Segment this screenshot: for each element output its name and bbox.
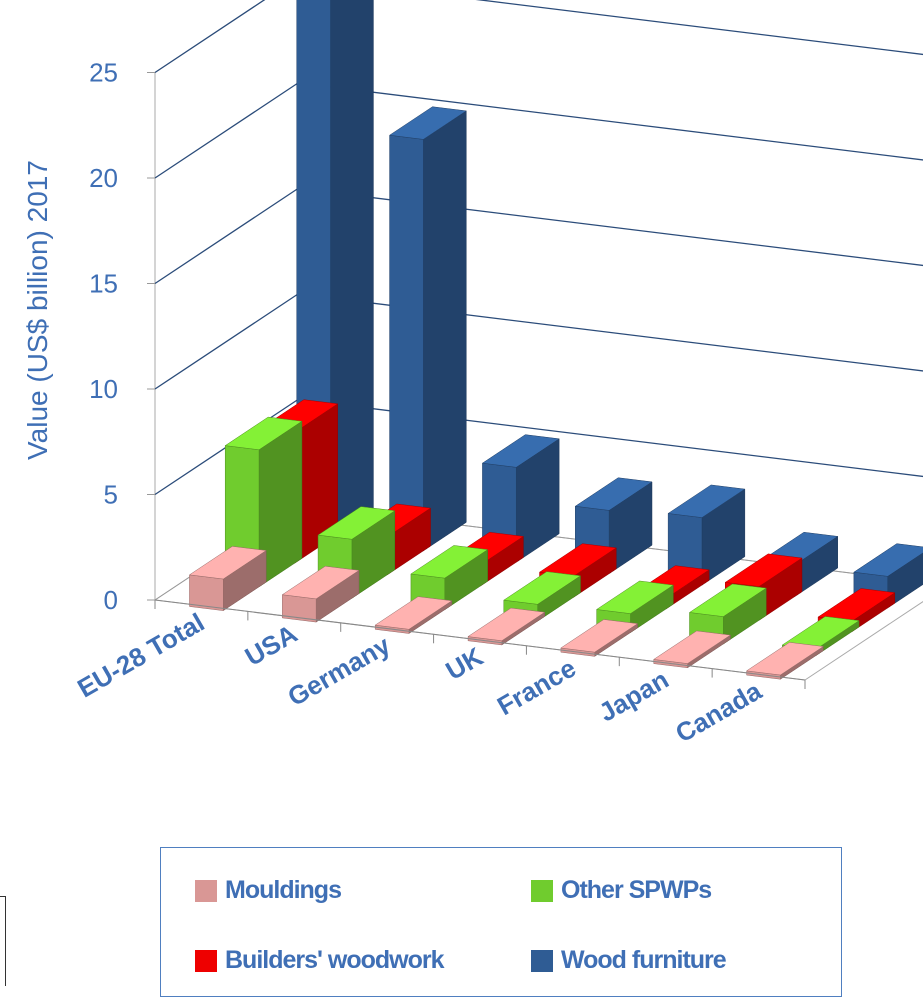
bar-top [224,416,303,451]
bar-top [388,106,467,140]
gridline [154,293,923,390]
stray-border-line [0,896,6,986]
legend-item-builders-woodwork: Builders' woodwork [195,946,445,975]
y-axis-ticks: 0 5 10 15 20 25 [89,58,155,615]
y-tick-label: 20 [89,163,118,193]
legend-label-builders-woodwork: Builders' woodwork [225,946,445,974]
bar-mouldings-eu-28-total [188,546,267,612]
bar-top [188,546,267,580]
bar-mouldings-japan [653,630,732,669]
gridline [154,82,923,179]
legend-item-other-spwps: Other SPWPs [531,876,712,905]
x-tick-label: France [492,653,581,722]
bar-wood-furniture-usa [388,106,467,552]
legend-swatch-wood-furniture [531,949,553,972]
bar-top [410,545,489,579]
gridline [154,0,923,74]
bar-top [574,477,653,511]
legend-label-mouldings: Mouldings [225,876,342,904]
bar-top [503,571,582,605]
gridline [154,187,923,285]
bar-top [724,553,803,587]
bar-top [745,642,825,676]
bar-top [374,596,453,630]
bar-top [281,565,360,600]
legend: Mouldings Other SPWPs Builders' woodwork… [160,847,842,997]
y-tick-label: 5 [104,480,118,510]
bar-top [688,583,767,617]
bar-top [481,434,560,468]
x-tick-label: Japan [594,664,674,728]
bar-top [467,607,546,641]
bar-mouldings-usa [281,565,360,623]
legend-item-wood-furniture: Wood furniture [531,946,727,975]
legend-label-wood-furniture: Wood furniture [561,946,727,974]
x-tick-label: USA [240,618,303,672]
bar-mouldings-uk [467,607,546,646]
bar-top [317,506,396,540]
y-tick-label: 0 [104,585,118,615]
bar-top [667,484,746,518]
legend-swatch-other-spwps [531,879,553,902]
x-axis-line [154,599,806,681]
bar-mouldings-canada [745,642,825,680]
bar-mouldings-germany [374,596,453,634]
legend-swatch-mouldings [195,879,217,902]
legend-label-other-spwps: Other SPWPs [561,876,712,904]
y-tick-label: 10 [89,374,118,404]
bar-top [595,580,675,614]
bar-top [853,543,923,577]
x-tick-label: Canada [670,675,767,748]
bar-side [423,110,467,552]
bar-top [560,619,639,653]
y-axis-title: Value (US$ billion) 2017 [22,160,53,460]
y-tick-label: 15 [89,269,118,299]
bar-front [389,134,424,552]
y-tick-label: 25 [89,58,118,88]
bar-top [653,630,732,664]
legend-swatch-builders-woodwork [195,949,217,972]
x-tick-label: EU-28 Total [72,607,209,704]
bar-mouldings-france [560,619,639,657]
legend-item-mouldings: Mouldings [195,876,342,905]
x-tick-label: UK [440,641,488,686]
bars [188,0,923,680]
